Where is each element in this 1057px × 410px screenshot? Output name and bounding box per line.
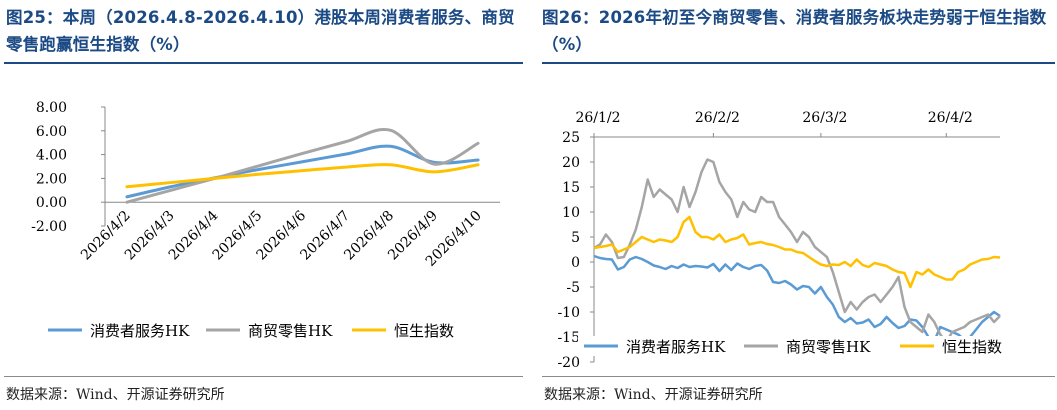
legend-label: 商贸零售HK xyxy=(786,338,871,356)
y-tick-label: -5 xyxy=(566,280,580,296)
series-line-2 xyxy=(593,158,1001,344)
series-line-1 xyxy=(593,254,1001,343)
x-tick-label: 26/1/2 xyxy=(575,110,620,126)
y-tick-label: 5 xyxy=(571,230,580,246)
legend-bg xyxy=(738,336,892,356)
y-tick-label: 4.00 xyxy=(36,148,67,164)
x-tick-label: 26/2/2 xyxy=(695,110,740,126)
y-tick-label: -20 xyxy=(557,355,580,371)
y-tick-label: 20 xyxy=(562,155,580,171)
y-tick-label: 2.00 xyxy=(36,171,67,187)
y-tick-label: -2.00 xyxy=(31,219,67,235)
title-rule xyxy=(4,62,523,64)
legend-label: 商贸零售HK xyxy=(248,322,333,340)
legend-bg xyxy=(578,336,732,356)
title-rule xyxy=(542,62,1055,64)
right-panel: 图26：2026年初至今商贸零售、消费者服务板块走势弱于恒生指数（%） 25 20… xyxy=(538,0,1057,410)
legend-label: 消费者服务HK xyxy=(626,338,726,356)
y-tick-label: -10 xyxy=(557,305,580,321)
series-line-2 xyxy=(125,127,480,204)
figure-26-title: 图26：2026年初至今商贸零售、消费者服务板块走势弱于恒生指数（%） xyxy=(542,8,1047,54)
figure-25-source: 数据来源：Wind、开源证券研究所 xyxy=(6,387,225,403)
y-tick-label: 0 xyxy=(571,255,580,271)
source-rule xyxy=(4,376,523,377)
legend-label: 恒生指数 xyxy=(394,322,454,340)
figure-25-chart: 8.006.004.002.000.00-2.00 2026/4/22026/4/… xyxy=(31,100,500,340)
y-tick-label: 10 xyxy=(562,205,580,221)
series-line-3 xyxy=(125,163,480,189)
y-tick-label: 15 xyxy=(562,180,580,196)
y-tick-label: -15 xyxy=(557,330,580,346)
legend-label: 消费者服务HK xyxy=(90,322,190,340)
x-tick-label: 26/3/2 xyxy=(802,110,847,126)
y-tick-label: 0.00 xyxy=(36,195,67,211)
figure-26-source: 数据来源：Wind、开源证券研究所 xyxy=(544,387,763,403)
legend-bg xyxy=(894,336,1048,356)
legend-label: 恒生指数 xyxy=(942,338,1002,356)
y-tick-label: 25 xyxy=(562,130,580,146)
figure-26-chart: 25 20 15 10 5 0 -5 -10 -15 -20 26/1/2 26/2/2 26/3/2 2… xyxy=(557,110,1048,371)
source-rule xyxy=(542,376,1055,377)
y-tick-label: 6.00 xyxy=(36,124,67,140)
y-tick-label: 8.00 xyxy=(36,100,67,116)
figure-25-title: 图25：本周（2026.4.8-2026.4.10）港股本周消费者服务、商贸零售… xyxy=(6,8,515,54)
left-panel: 图25：本周（2026.4.8-2026.4.10）港股本周消费者服务、商贸零售… xyxy=(4,8,523,403)
x-tick-label: 26/4/2 xyxy=(928,110,973,126)
series-line-3 xyxy=(593,215,1001,289)
